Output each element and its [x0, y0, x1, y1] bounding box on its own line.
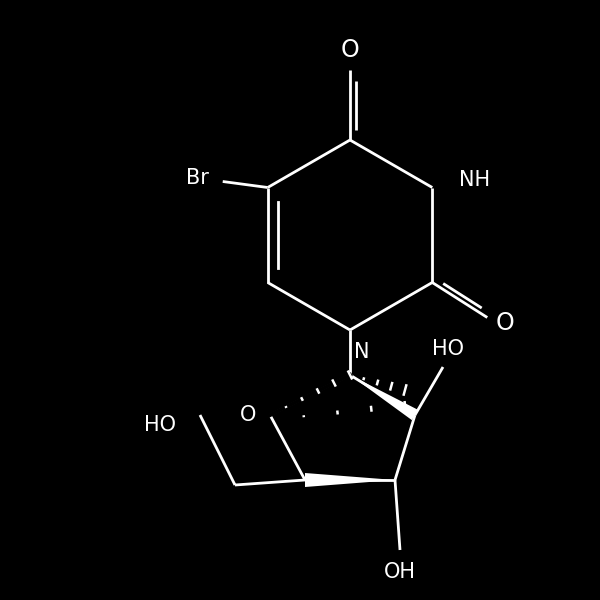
- Text: HO: HO: [144, 415, 176, 435]
- Text: OH: OH: [384, 562, 416, 582]
- Text: O: O: [496, 311, 515, 335]
- Text: HO: HO: [432, 339, 464, 359]
- Text: O: O: [341, 38, 359, 62]
- Text: Br: Br: [186, 167, 209, 187]
- Text: N: N: [354, 342, 370, 362]
- Polygon shape: [350, 375, 418, 420]
- Text: NH: NH: [459, 169, 490, 190]
- Polygon shape: [305, 473, 395, 487]
- Text: O: O: [240, 405, 256, 425]
